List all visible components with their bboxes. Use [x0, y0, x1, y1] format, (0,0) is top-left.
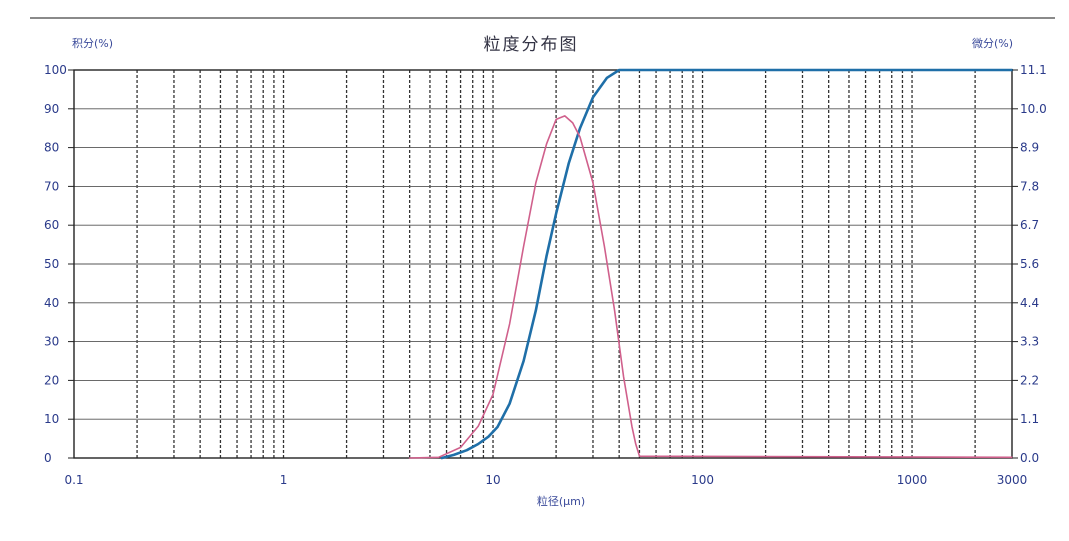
y-right-tick-label: 10.0	[1020, 102, 1047, 116]
x-axis-title: 粒径(μm)	[537, 494, 585, 508]
y-left-tick-label: 40	[44, 296, 59, 310]
x-tick-label: 1	[280, 473, 288, 487]
left-axis-title: 积分(%)	[72, 37, 113, 50]
y-left-tick-label: 80	[44, 141, 59, 155]
y-left-tick-label: 20	[44, 373, 59, 387]
y-right-tick-label: 4.4	[1020, 296, 1039, 310]
y-left-tick-label: 90	[44, 102, 59, 116]
y-right-tick-label: 7.8	[1020, 179, 1039, 193]
y-right-tick-label: 5.6	[1020, 257, 1039, 271]
y-left-tick-label: 10	[44, 412, 59, 426]
y-right-tick-label: 11.1	[1020, 63, 1047, 77]
y-left-tick-label: 30	[44, 335, 59, 349]
grid	[74, 70, 1012, 458]
y-right-tick-label: 8.9	[1020, 141, 1039, 155]
y-left-tick-label: 60	[44, 218, 59, 232]
chart-title: 粒度分布图	[484, 35, 579, 55]
tick-labels: 0.1 1 10 100 1000 3000 0 10 20 30 40 50 60 70 80 90 100 0…	[44, 63, 1047, 487]
y-right-tick-label: 6.7	[1020, 218, 1039, 232]
cumulative-curve	[440, 68, 1014, 460]
right-axis-title: 微分(%)	[972, 36, 1013, 50]
x-tick-label: 0.1	[64, 473, 83, 487]
y-left-tick-label: 70	[44, 179, 59, 193]
y-right-tick-label: 2.2	[1020, 373, 1039, 387]
series-group	[408, 68, 1014, 460]
y-right-tick-label: 0.0	[1020, 451, 1039, 465]
x-tick-label: 100	[691, 473, 714, 487]
differential-curve	[408, 115, 1013, 459]
y-right-tick-label: 1.1	[1020, 412, 1039, 426]
x-tick-label: 1000	[897, 473, 928, 487]
x-tick-label: 3000	[997, 473, 1028, 487]
x-tick-label: 10	[485, 473, 500, 487]
y-left-tick-label: 100	[44, 63, 67, 77]
y-right-tick-label: 3.3	[1020, 335, 1039, 349]
y-left-tick-label: 0	[44, 451, 52, 465]
y-left-tick-label: 50	[44, 257, 59, 271]
